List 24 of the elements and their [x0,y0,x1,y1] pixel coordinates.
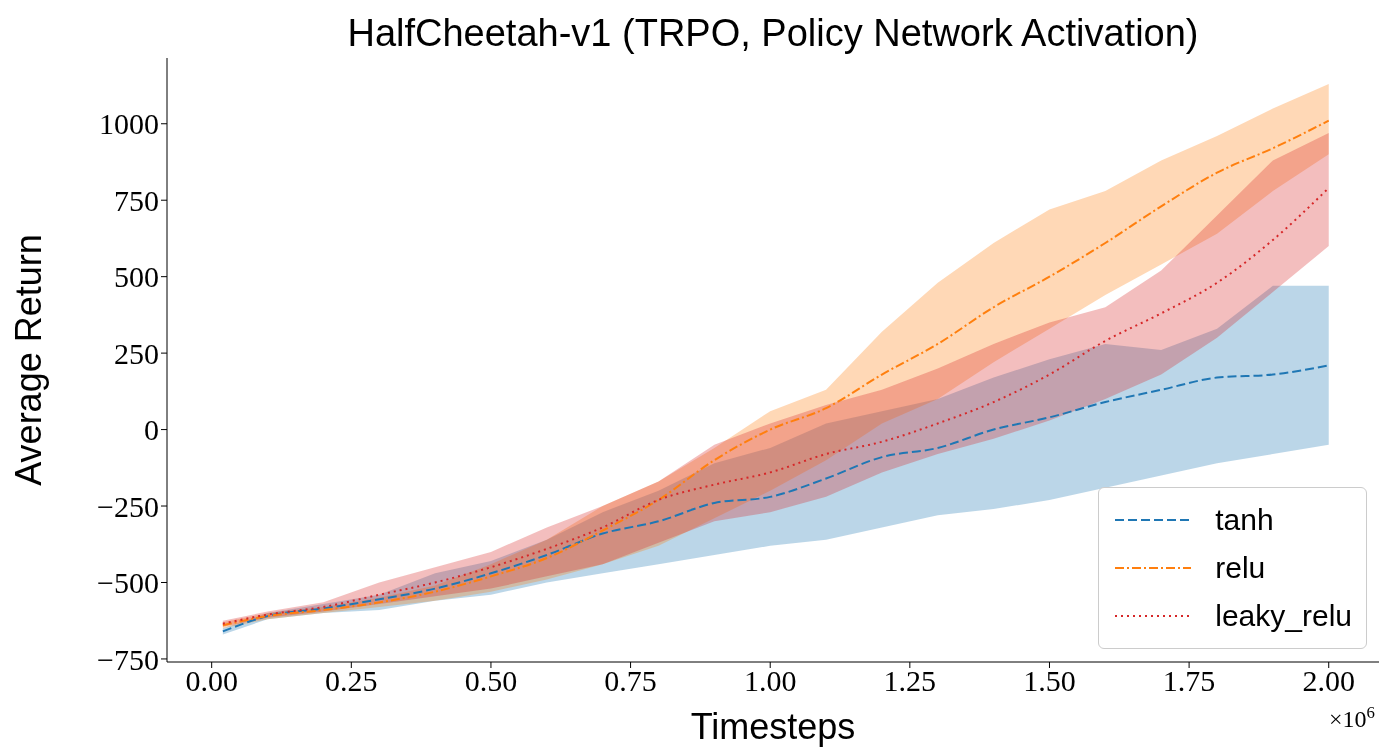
x-tick-label: 0.50 [464,664,518,698]
x-tick-label: 1.75 [1162,664,1216,698]
y-axis-title: Average Return [7,234,49,486]
y-tick-label: 750 [114,183,159,217]
y-tick-label: 0 [144,413,159,447]
x-tick-label: 1.50 [1023,664,1076,698]
y-tick-label: 1000 [99,107,159,141]
x-tick-label: 1.00 [743,664,797,698]
legend-label: relu [1215,551,1266,585]
y-tick-label: −250 [97,489,159,523]
legend-label: leaky_relu [1215,599,1352,633]
y-tick-label: −750 [97,642,159,676]
x-tick-label: 1.25 [883,664,937,698]
x-tick-label: 0.75 [604,664,657,698]
x-tick-label: 0.00 [185,664,238,698]
legend-label: tanh [1215,503,1274,537]
text: ×10$^{6}$ [1329,702,1375,732]
y-tick-label: 250 [114,336,159,370]
x-tick-label: 0.25 [325,664,378,698]
y-tick-label: −500 [97,566,159,600]
x-axis-title: Timesteps [690,706,856,747]
x-tick-label: 2.00 [1302,664,1355,698]
chart-title: HalfCheetah-v1 (TRPO, Policy Network Activation) [346,12,1200,55]
y-tick-label: 500 [114,260,159,294]
